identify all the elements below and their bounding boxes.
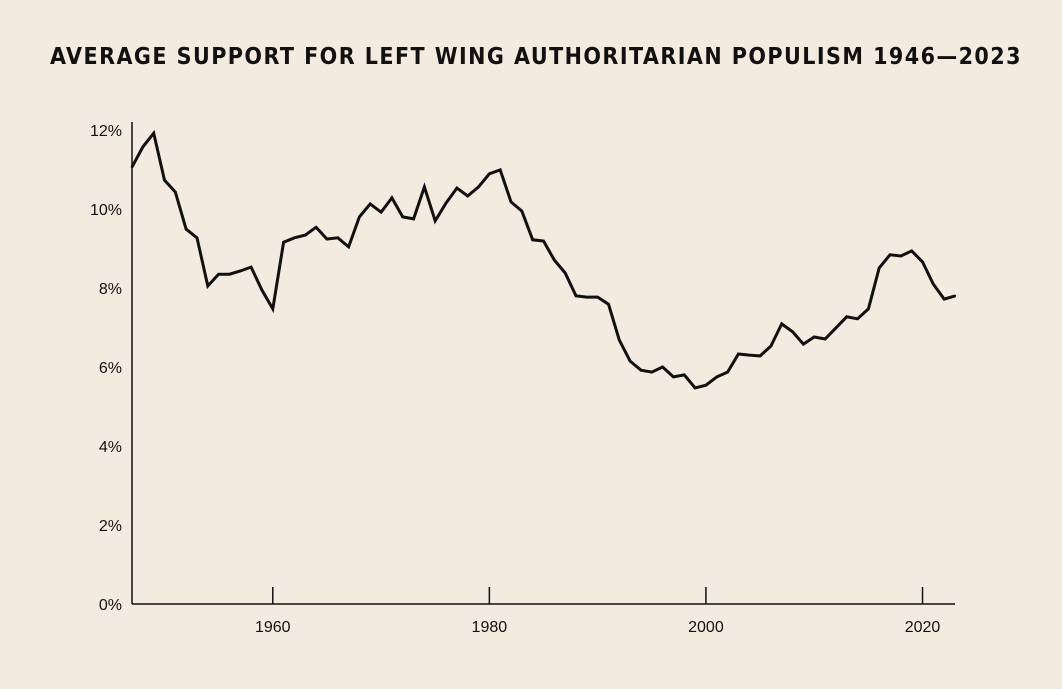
series [130, 129, 957, 390]
data-point [780, 322, 783, 326]
data-point [921, 260, 924, 264]
data-point [488, 172, 491, 176]
y-tick-label: 0% [99, 597, 122, 614]
y-tick-label: 10% [90, 202, 122, 219]
data-point [531, 238, 534, 242]
data-point [585, 295, 589, 299]
data-point [953, 294, 957, 298]
data-point [628, 359, 632, 363]
data-point [607, 302, 610, 306]
data-point [715, 375, 718, 379]
data-point [758, 354, 762, 358]
data-point [704, 383, 708, 387]
data-point [271, 307, 274, 311]
data-point [737, 352, 740, 356]
data-point [509, 200, 513, 204]
data-point [152, 131, 155, 135]
data-point [239, 269, 242, 273]
data-point [282, 240, 285, 244]
data-point [249, 265, 253, 269]
data-point [141, 145, 145, 149]
data-point [877, 266, 881, 270]
data-point [477, 185, 480, 189]
data-point [434, 219, 437, 223]
data-point [423, 185, 426, 189]
data-point [498, 168, 502, 172]
data-point [791, 330, 794, 334]
data-point [639, 368, 643, 372]
data-point [184, 227, 188, 231]
data-point [802, 342, 805, 346]
data-point [520, 209, 524, 213]
data-point [845, 315, 848, 319]
data-point [401, 215, 404, 219]
data-point [823, 337, 827, 341]
data-point [444, 201, 448, 205]
support-line [130, 129, 956, 390]
data-point [195, 236, 199, 240]
data-point [206, 284, 210, 288]
data-point [867, 307, 870, 311]
x-tick-label: 1980 [472, 619, 508, 636]
data-point [304, 233, 307, 237]
y-tick-label: 2% [99, 518, 122, 535]
data-point [466, 194, 469, 198]
y-tick-label: 12% [90, 123, 122, 140]
data-point [390, 196, 394, 200]
chart-title: AVERAGE SUPPORT FOR LEFT WING AUTHORITAR… [50, 44, 1022, 70]
data-point [910, 249, 913, 253]
data-point [672, 375, 675, 379]
data-point [130, 165, 134, 169]
y-tick-label: 4% [99, 439, 122, 456]
data-point [336, 236, 339, 240]
data-point [693, 386, 697, 390]
y-tick-label: 8% [99, 281, 122, 298]
data-point [650, 370, 653, 374]
data-point [834, 326, 838, 330]
data-point [325, 237, 329, 241]
data-point [769, 344, 773, 348]
data-point [293, 236, 296, 240]
x-tick-label: 2000 [688, 619, 724, 636]
data-point [932, 282, 935, 286]
x-tick-label: 1960 [255, 619, 291, 636]
y-tick-label: 6% [99, 360, 122, 377]
data-point [217, 272, 220, 276]
data-point [856, 317, 859, 321]
data-point [661, 365, 664, 369]
data-point [314, 225, 318, 229]
data-point [174, 190, 177, 194]
data-point [553, 258, 556, 262]
data-point [163, 178, 166, 182]
data-point [683, 373, 686, 377]
x-tick-label: 2020 [905, 619, 941, 636]
data-point [358, 215, 361, 219]
data-point [228, 272, 231, 276]
data-point [563, 271, 567, 275]
data-point [888, 253, 892, 257]
data-point [379, 210, 383, 214]
data-point [596, 295, 599, 299]
data-point [542, 239, 545, 243]
data-point [347, 245, 350, 249]
data-point [899, 254, 903, 258]
data-point [748, 353, 751, 357]
data-point [369, 202, 372, 206]
axes: 0% 2% 4% 6% 8% 10% 12% 1960 1980 2000 2020 [90, 122, 955, 636]
data-point [942, 297, 946, 301]
data-point [618, 338, 621, 342]
data-point [574, 294, 578, 298]
data-point [260, 288, 264, 292]
data-point [726, 370, 729, 374]
data-point [813, 335, 816, 339]
data-point [455, 186, 459, 190]
data-point [412, 217, 415, 221]
